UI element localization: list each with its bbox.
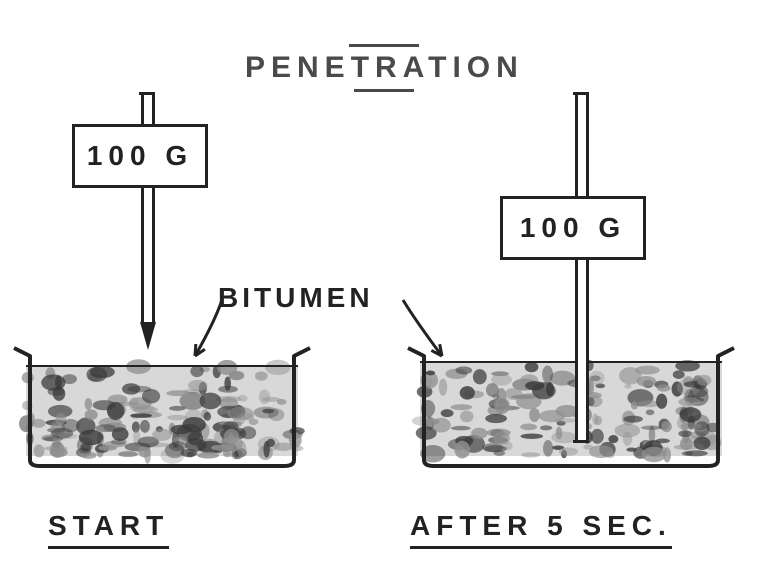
needle-cap-left	[139, 92, 155, 95]
needle-bottom-right	[573, 440, 589, 443]
title-rule-bottom	[354, 89, 414, 92]
needle-right	[575, 92, 589, 440]
bitumen-label: BITUMEN	[218, 282, 374, 314]
caption-text-right: AFTER 5 SEC.	[410, 510, 672, 541]
weight-label-right: 100 G	[520, 212, 626, 244]
title-block: PENETRATION	[245, 40, 524, 96]
weight-box-left: 100 G	[72, 124, 208, 188]
caption-text-left: START	[48, 510, 169, 541]
dish-wrap-right	[406, 342, 736, 470]
caption-left: START	[48, 510, 169, 549]
caption-underline-left	[48, 546, 169, 549]
title-rule-top	[349, 44, 419, 47]
dish-right	[406, 342, 736, 470]
dish-left	[12, 342, 312, 470]
weight-box-right: 100 G	[500, 196, 646, 260]
dish-wrap-left	[12, 342, 312, 470]
needle-tip-left	[140, 322, 156, 350]
needle-cap-right	[573, 92, 589, 95]
title-text: PENETRATION	[245, 51, 524, 84]
weight-label-left: 100 G	[87, 140, 193, 172]
caption-underline-right	[410, 546, 672, 549]
caption-right: AFTER 5 SEC.	[410, 510, 672, 549]
